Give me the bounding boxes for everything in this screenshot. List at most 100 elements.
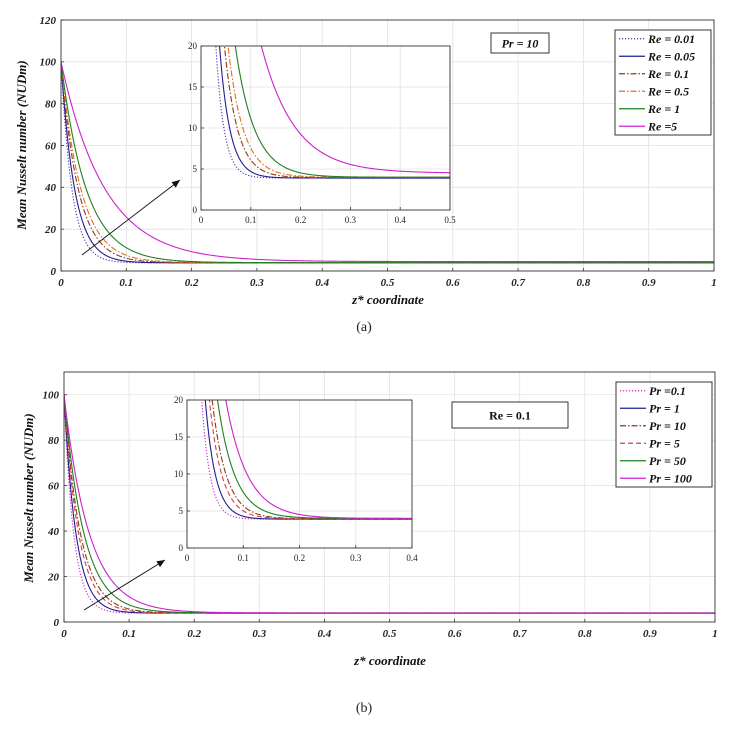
panel-a-caption: (a) (356, 320, 372, 335)
panel-a-main-series-line (61, 61, 714, 264)
panel-b-annotation-text: Re = 0.1 (489, 409, 531, 423)
panel-a-main-ytick-label: 20 (44, 224, 57, 236)
panel-b-legend-label: Pr = 10 (649, 419, 686, 433)
panel-a-main-xtick-label: 1 (711, 277, 717, 289)
panel-b-main-frame (63, 371, 716, 623)
panel-b-legend-label: Pr = 1 (649, 402, 680, 416)
panel-b-inset-series-line (225, 400, 412, 519)
panel-a-main-series-line (61, 61, 714, 263)
panel-a-main-ytick-label: 100 (40, 57, 57, 69)
panel-a-legend-label: Re = 0.01 (647, 32, 695, 46)
panel-b-main-xtick-label: 0.8 (578, 628, 592, 640)
panel-b-main-xtick-label: 0.3 (252, 628, 266, 640)
panel-a-main-xtick-label: 0.6 (446, 277, 460, 289)
panel-a-main-xtick-label: 0.1 (119, 277, 133, 289)
panel-a-inset-xtick-label: 0.5 (444, 215, 456, 225)
panel-a-main-ytick-label: 80 (45, 99, 57, 111)
panel-b-inset-frame (186, 399, 413, 549)
panel-a-inset-xtick-label: 0 (199, 215, 204, 225)
panel-a-main-xtick-label: 0.3 (250, 277, 264, 289)
panel-a-inset-ytick-label: 15 (188, 82, 198, 92)
panel-b-inset-series-line (208, 400, 412, 520)
panel-a-main-series-group (61, 61, 714, 264)
panel-a-main-ytick-label: 60 (45, 140, 57, 152)
panel-b-inset-xtick-label: 0 (185, 553, 190, 563)
panel-a-arrow-head (171, 180, 180, 188)
panel-b-inset-xtick-label: 0.3 (350, 553, 362, 563)
panel-b-inset-series-group (201, 400, 412, 520)
panel-a-main-ytick-label: 120 (40, 15, 57, 27)
panel-b-xlabel: z* coordinate (353, 653, 426, 668)
panel-a-inset-ytick-label: 20 (188, 41, 198, 51)
panel-a-main-ytick-label: 40 (44, 182, 57, 194)
panel-b-main-xtick-label: 0.6 (448, 628, 462, 640)
panel-a-inset-xtick-label: 0.1 (245, 215, 256, 225)
panel-a-main-xtick-label: 0.2 (185, 277, 199, 289)
panel-a-legend-label: Re = 1 (647, 102, 680, 116)
panel-b-main-ytick-label: 80 (48, 435, 60, 447)
panel-b-main-xtick-label: 0.2 (187, 628, 201, 640)
panel-b-legend-label: Pr = 5 (649, 437, 680, 451)
panel-b-inset-ytick-label: 5 (179, 506, 184, 516)
panel-a-inset-ytick-label: 5 (193, 164, 198, 174)
panel-a-inset-ytick-label: 0 (193, 205, 198, 215)
panel-b-main-ytick-label: 60 (48, 480, 60, 492)
panel-b-main-ytick-label: 40 (47, 526, 60, 538)
panel-a-main-xtick-label: 0.5 (381, 277, 395, 289)
panel-a-annotation-text: Pr = 10 (502, 37, 539, 51)
panel-a-annotation-box (490, 32, 550, 54)
panel-a-legend-label: Re = 0.1 (647, 67, 689, 81)
panel-a-arrow-line (81, 179, 181, 256)
panel-a-inset-frame (200, 45, 451, 211)
panel-b-main-xtick-label: 1 (712, 628, 718, 640)
panel-a-xlabel: z* coordinate (351, 292, 424, 307)
panel-b-main-xtick-label: 0.4 (318, 628, 332, 640)
panel-a-inset-xtick-label: 0.4 (395, 215, 407, 225)
panel-a-ylabel: Mean Nusselt number (NUDm) (14, 60, 29, 230)
panel-a-inset-series-line (234, 46, 450, 178)
panel-b-main-xtick-label: 0.5 (383, 628, 397, 640)
panel-b-main-series-group (64, 394, 715, 614)
panel-b-legend-box (615, 381, 713, 488)
panel-b-main-xtick-label: 0.9 (643, 628, 657, 640)
panel-a-inset-ytick-label: 10 (188, 123, 198, 133)
panel-b-inset-ytick-label: 15 (174, 432, 184, 442)
panel-b-arrow-head (156, 560, 165, 568)
panel-a-main-series-line (61, 61, 714, 264)
panel-a-main-xtick-label: 0.9 (642, 277, 656, 289)
panel-a-inset-axes: 0 0.1 0.2 0.3 0.4 0.5 0 5 10 15 20 (188, 41, 456, 225)
panel-b-main-series-line (64, 394, 715, 614)
panel-a-main-frame (60, 19, 715, 272)
panel-b-ylabel: Mean Nusselt number (NUDm) (21, 413, 36, 583)
panel-b-main-ytick-label: 20 (47, 571, 60, 583)
panel-b-main-xtick-label: 0 (61, 628, 67, 640)
panel-b-inset-ytick-label: 20 (174, 395, 184, 405)
panel-a-inset-xtick-label: 0.3 (345, 215, 357, 225)
panel-b-main-ytick-label: 100 (43, 390, 60, 402)
panel-a-legend-label: Re = 0.05 (647, 50, 695, 64)
panel-a-legend-label: Re = 0.5 (647, 85, 689, 99)
panel-b-inset-xtick-label: 0.2 (294, 553, 305, 563)
panel-b-legend-label: Pr = 50 (649, 454, 686, 468)
panel-b-inset-xtick-label: 0.4 (406, 553, 418, 563)
panel-b-inset-xtick-label: 0.1 (238, 553, 249, 563)
panel-a-main-xtick-label: 0.7 (511, 277, 525, 289)
panel-a-main-xtick-label: 0 (58, 277, 64, 289)
panel-a-inset-series-line (260, 46, 450, 174)
panel-b-main-xtick-label: 0.1 (122, 628, 136, 640)
panel-b-annotation-box (451, 401, 569, 429)
panel-b-main-xtick-label: 0.7 (513, 628, 527, 640)
panel-a-main-ytick-label: 0 (51, 266, 57, 278)
panel-a-legend-box (614, 29, 712, 136)
panel-b-inset-ytick-label: 10 (174, 469, 184, 479)
panel-a-inset-xtick-label: 0.2 (295, 215, 306, 225)
panel-b-main-ytick-label: 0 (54, 617, 60, 629)
panel-a-inset-series-group (215, 46, 450, 179)
panel-b-caption: (b) (356, 701, 373, 716)
panel-a-legend-label: Re =5 (647, 120, 677, 134)
panel-b-inset-ytick-label: 0 (179, 543, 184, 553)
panel-a-main-xtick-label: 0.4 (315, 277, 329, 289)
panel-a-main-xtick-label: 0.8 (577, 277, 591, 289)
panel-b-arrow-line (83, 559, 166, 611)
